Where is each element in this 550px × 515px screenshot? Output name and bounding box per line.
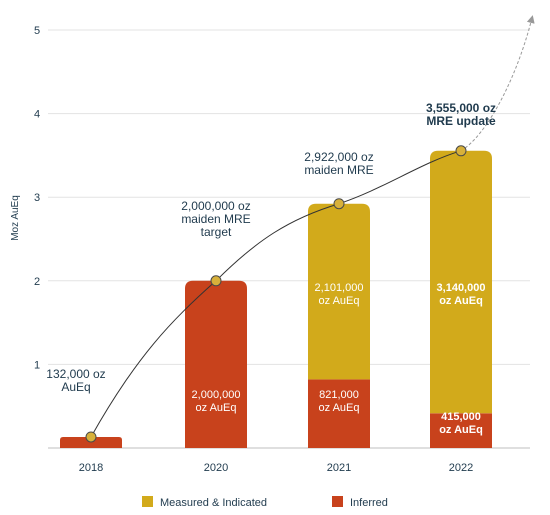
- bar-measured-indicated: [430, 150, 492, 414]
- trend-point: [455, 145, 467, 157]
- legend-label: Inferred: [350, 497, 388, 509]
- legend: Measured & Indicated Inferred: [142, 496, 388, 509]
- x-tick-label: 2020: [204, 462, 228, 474]
- legend-label: Measured & Indicated: [160, 497, 267, 509]
- legend-swatch: [142, 496, 153, 507]
- y-tick-label: 1: [34, 359, 40, 371]
- bar-label-measured-indicated: 2,101,000 oz AuEq: [315, 282, 364, 307]
- bar-label-inferred: 415,000 oz AuEq: [439, 411, 483, 436]
- y-axis: 1 2 3 4 5: [34, 25, 40, 371]
- trend-curve: [90, 150, 462, 438]
- y-tick-label: 2: [34, 276, 40, 288]
- trend-line: [85, 15, 535, 443]
- bar-inferred: [185, 280, 247, 448]
- trend-point: [333, 198, 345, 210]
- trend-point: [85, 431, 97, 443]
- bar-labels: 2,000,000 oz AuEq 821,000 oz AuEq 2,101,000 o…: [192, 282, 486, 436]
- bar-inferred: [430, 413, 492, 448]
- y-tick-label: 5: [34, 25, 40, 37]
- y-tick-label: 3: [34, 192, 40, 204]
- annotation-label: 2,922,000 oz maiden MRE: [304, 150, 373, 177]
- bar-inferred: [308, 379, 370, 448]
- trend-extension-arrow: [460, 15, 535, 152]
- bar-label-measured-indicated: 3,140,000 oz AuEq: [437, 282, 486, 307]
- bar-measured-indicated: [308, 203, 370, 380]
- annotation-label: 2,000,000 oz maiden MRE target: [181, 199, 250, 239]
- bar-inferred: [60, 436, 122, 448]
- bars: [60, 150, 492, 448]
- bar-label-inferred: 2,000,000 oz AuEq: [192, 389, 241, 414]
- x-tick-label: 2021: [327, 462, 351, 474]
- y-tick-label: 4: [34, 109, 40, 121]
- x-axis: 2018 2020 2021 2022: [79, 462, 473, 474]
- trend-point: [210, 275, 222, 287]
- x-tick-label: 2018: [79, 462, 103, 474]
- annotation-label: 132,000 oz AuEq: [46, 367, 105, 394]
- legend-swatch: [332, 496, 343, 507]
- annotation-label: 3,555,000 oz MRE update: [426, 101, 496, 128]
- annotations: 132,000 oz AuEq 2,000,000 oz maiden MRE targ…: [46, 101, 496, 394]
- x-tick-label: 2022: [449, 462, 473, 474]
- bar-label-inferred: 821,000 oz AuEq: [319, 389, 360, 414]
- y-axis-label: Moz AuEq: [10, 195, 21, 241]
